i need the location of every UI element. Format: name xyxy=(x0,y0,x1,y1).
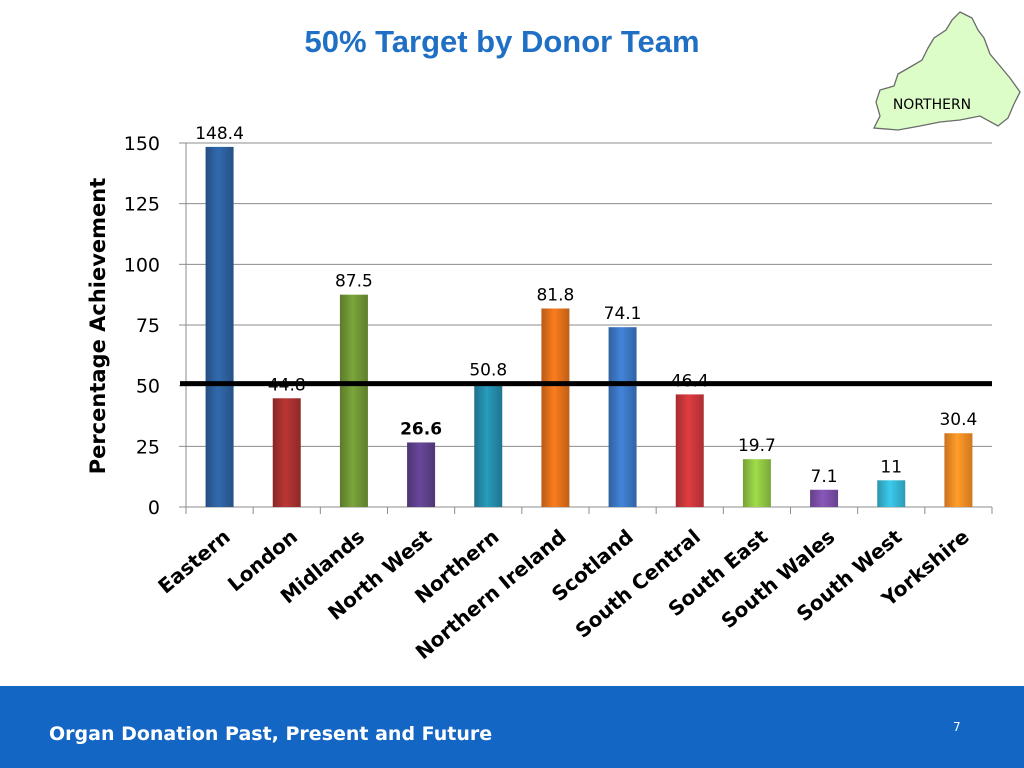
data-label: 74.1 xyxy=(604,304,642,324)
bar-north-west xyxy=(407,442,436,507)
bar-scotland xyxy=(608,327,637,507)
gridlines xyxy=(186,142,992,447)
data-label: 26.6 xyxy=(400,419,442,439)
y-tick-label: 50 xyxy=(136,376,160,398)
bar-south-wales xyxy=(810,489,839,507)
bar-south-central xyxy=(675,394,704,507)
y-axis-title: Percentage Achievement xyxy=(86,178,110,475)
bar-london xyxy=(272,398,301,507)
northern-region-map-icon: NORTHERN xyxy=(872,11,1021,131)
data-label: 46.4 xyxy=(671,371,709,391)
category-label: Eastern xyxy=(153,524,235,598)
bar-chart: 0 25 50 75 100 125 150 148.4 44.8 87.5 26.6 50.8 81… xyxy=(86,124,993,664)
y-tick-label: 150 xyxy=(124,133,160,155)
bar-south-east xyxy=(742,459,771,507)
data-label: 50.8 xyxy=(469,361,507,381)
data-label: 44.8 xyxy=(268,375,306,395)
slide-title: 50% Target by Donor Team xyxy=(304,24,700,59)
data-label: 11 xyxy=(880,457,902,477)
page-number: 7 xyxy=(953,720,961,734)
y-tick-label: 25 xyxy=(136,436,160,458)
bar-south-west xyxy=(877,480,906,507)
bar-northern-ireland xyxy=(541,308,570,507)
data-label: 30.4 xyxy=(939,410,977,430)
bar-northern xyxy=(474,383,503,507)
y-tick-label: 125 xyxy=(124,194,160,216)
footer-text: Organ Donation Past, Present and Future xyxy=(49,723,493,745)
y-tick-label: 75 xyxy=(136,315,160,337)
footer-bar: Organ Donation Past, Present and Future … xyxy=(0,686,1024,768)
y-tick-label: 0 xyxy=(148,497,160,519)
northern-region-shape xyxy=(872,11,1021,131)
data-label: 148.4 xyxy=(195,124,244,144)
category-label: South Wales xyxy=(716,524,839,633)
bars xyxy=(205,146,973,507)
bar-midlands xyxy=(339,294,368,507)
axes: 0 25 50 75 100 125 150 xyxy=(124,133,993,519)
data-label: 19.7 xyxy=(738,436,776,456)
y-tick-label: 100 xyxy=(124,254,160,276)
data-labels: 148.4 44.8 87.5 26.6 50.8 81.8 74.1 46.4 19.7 7.1… xyxy=(195,124,977,487)
data-label: 87.5 xyxy=(335,272,373,292)
bar-eastern xyxy=(205,146,234,507)
map-region-label: NORTHERN xyxy=(893,97,971,113)
data-label: 81.8 xyxy=(536,285,574,305)
data-label: 7.1 xyxy=(811,467,838,487)
bar-yorkshire xyxy=(944,433,973,507)
